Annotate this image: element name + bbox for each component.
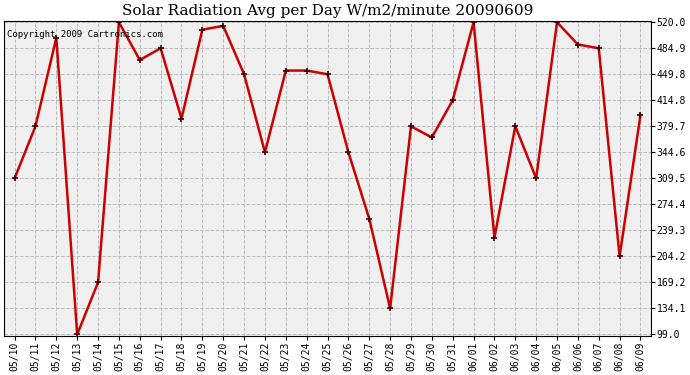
Title: Solar Radiation Avg per Day W/m2/minute 20090609: Solar Radiation Avg per Day W/m2/minute … xyxy=(122,4,533,18)
Text: Copyright 2009 Cartronics.com: Copyright 2009 Cartronics.com xyxy=(8,30,164,39)
